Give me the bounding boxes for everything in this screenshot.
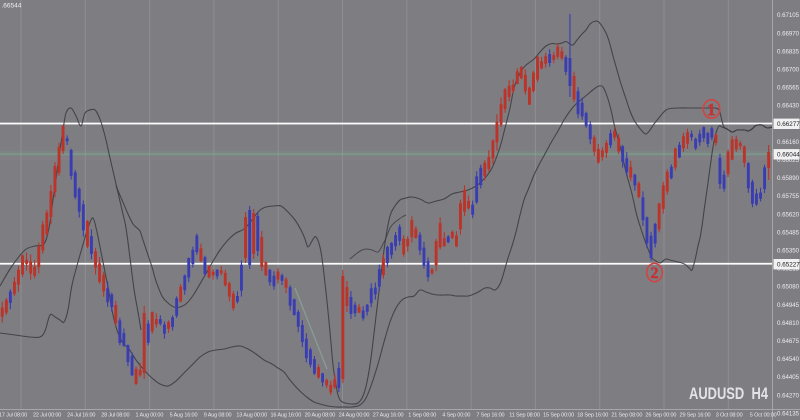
svg-text:1 Aug 00:00: 1 Aug 00:00 bbox=[136, 413, 164, 419]
svg-text:0.65485: 0.65485 bbox=[777, 229, 800, 236]
svg-text:26 Sep 00:00: 26 Sep 00:00 bbox=[645, 413, 676, 419]
svg-text:0.66700: 0.66700 bbox=[777, 67, 800, 74]
svg-text:5 Aug 16:00: 5 Aug 16:00 bbox=[170, 413, 198, 419]
svg-text:0.65080: 0.65080 bbox=[777, 284, 800, 291]
svg-text:29 Sep 16:00: 29 Sep 16:00 bbox=[680, 413, 711, 419]
svg-text:17 Jul 08:00: 17 Jul 08:00 bbox=[0, 413, 27, 419]
svg-text:3 Oct 08:00: 3 Oct 08:00 bbox=[716, 413, 743, 419]
svg-text:0.64675: 0.64675 bbox=[777, 338, 800, 345]
svg-text:21 Sep 08:00: 21 Sep 08:00 bbox=[611, 413, 642, 419]
svg-text:2: 2 bbox=[651, 265, 659, 282]
svg-text:0.66430: 0.66430 bbox=[777, 103, 800, 110]
svg-text:0.64135: 0.64135 bbox=[777, 410, 800, 417]
svg-text:1: 1 bbox=[707, 100, 715, 119]
svg-text:24 Jul 16:00: 24 Jul 16:00 bbox=[67, 413, 95, 419]
svg-text:0.65350: 0.65350 bbox=[777, 248, 800, 255]
svg-text:0.67105: 0.67105 bbox=[777, 12, 800, 19]
svg-text:AUDUSD: AUDUSD bbox=[689, 384, 744, 403]
svg-text:11 Sep 08:00: 11 Sep 08:00 bbox=[509, 413, 540, 419]
svg-text:0.64270: 0.64270 bbox=[777, 392, 800, 399]
svg-text:0.64540: 0.64540 bbox=[777, 356, 800, 363]
svg-text:7 Sep 16:00: 7 Sep 16:00 bbox=[476, 413, 504, 419]
svg-text:18 Sep 16:00: 18 Sep 16:00 bbox=[577, 413, 608, 419]
svg-text:H4: H4 bbox=[752, 384, 769, 403]
svg-text:0.64810: 0.64810 bbox=[777, 320, 800, 327]
svg-text:.66544: .66544 bbox=[2, 3, 22, 10]
svg-text:5 Oct 00:00: 5 Oct 00:00 bbox=[750, 413, 777, 419]
svg-text:0.66565: 0.66565 bbox=[777, 85, 800, 92]
svg-text:15 Sep 00:00: 15 Sep 00:00 bbox=[543, 413, 574, 419]
svg-text:22 Jul 00:00: 22 Jul 00:00 bbox=[33, 413, 61, 419]
svg-text:27 Aug 16:00: 27 Aug 16:00 bbox=[373, 413, 404, 419]
svg-text:0.66044: 0.66044 bbox=[777, 152, 800, 159]
svg-text:24 Aug 00:00: 24 Aug 00:00 bbox=[339, 413, 370, 419]
svg-text:20 Aug 08:00: 20 Aug 08:00 bbox=[305, 413, 336, 419]
svg-text:0.64945: 0.64945 bbox=[777, 302, 800, 309]
svg-text:9 Aug 08:00: 9 Aug 08:00 bbox=[204, 413, 232, 419]
svg-text:28 Jul 08:00: 28 Jul 08:00 bbox=[101, 413, 129, 419]
svg-text:0.65890: 0.65890 bbox=[777, 175, 800, 182]
svg-text:0.65755: 0.65755 bbox=[777, 193, 800, 200]
svg-text:0.66835: 0.66835 bbox=[777, 48, 800, 55]
svg-text:0.64405: 0.64405 bbox=[777, 374, 800, 381]
svg-text:0.66025: 0.66025 bbox=[777, 157, 800, 164]
svg-text:13 Aug 00:00: 13 Aug 00:00 bbox=[236, 413, 267, 419]
svg-text:4 Sep 00:00: 4 Sep 00:00 bbox=[442, 413, 470, 419]
svg-text:0.66160: 0.66160 bbox=[777, 139, 800, 146]
svg-text:0.66277: 0.66277 bbox=[777, 121, 800, 128]
svg-text:1 Sep 08:00: 1 Sep 08:00 bbox=[408, 413, 436, 419]
svg-text:0.65227: 0.65227 bbox=[777, 261, 800, 268]
svg-text:0.65620: 0.65620 bbox=[777, 211, 800, 218]
svg-text:16 Aug 16:00: 16 Aug 16:00 bbox=[270, 413, 301, 419]
svg-text:0.66970: 0.66970 bbox=[777, 30, 800, 37]
